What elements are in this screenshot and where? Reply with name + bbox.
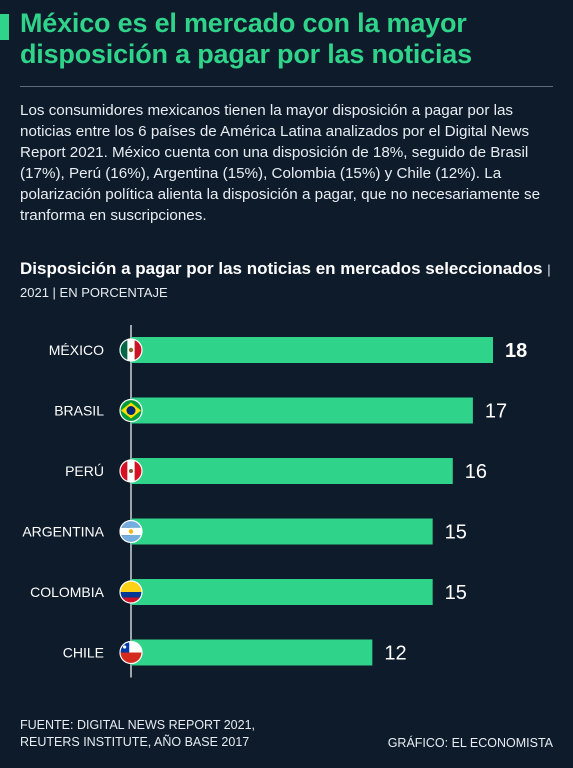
source-line-2: REUTERS INSTITUTE, AÑO BASE 2017 [20, 735, 250, 749]
bar-row: MÉXICO 18 [49, 337, 527, 363]
argentina-flag-bottom [120, 535, 142, 543]
category-label: MÉXICO [49, 342, 104, 358]
category-label: ARGENTINA [22, 524, 104, 540]
bar-row: BRASIL 17 [54, 397, 507, 424]
value-label: 12 [384, 643, 406, 665]
title-divider [20, 86, 553, 87]
intro-paragraph: Los consumidores mexicanos tienen la may… [20, 102, 541, 224]
peru-flag-red-left [120, 460, 128, 482]
peru-flag-emblem [129, 469, 133, 473]
bar-row: PERÚ 16 [65, 458, 487, 484]
chart-title: Disposición a pagar por las noticias en … [20, 259, 543, 278]
argentina-flag-icon [120, 520, 142, 543]
title-accent-bar [0, 14, 9, 40]
chile-flag-icon [120, 641, 142, 664]
colombia-flag-yellow [120, 581, 142, 592]
bar [131, 337, 493, 363]
mexico-flag-emblem [128, 347, 134, 353]
chile-flag-star [123, 645, 127, 649]
argentina-flag-sun [128, 529, 134, 534]
category-label: BRASIL [54, 403, 104, 419]
source-note: FUENTE: DIGITAL NEWS REPORT 2021, REUTER… [20, 717, 340, 751]
brazil-flag-globe [126, 406, 136, 415]
colombia-flag-icon-ring [119, 580, 143, 604]
brazil-flag-icon [120, 399, 142, 422]
value-label: 15 [445, 582, 467, 604]
category-label: COLOMBIA [30, 584, 105, 600]
bar-row: CHILE 12 [63, 639, 407, 666]
value-label: 16 [465, 461, 487, 483]
argentina-flag-top [120, 520, 142, 528]
peru-flag-red-right [134, 460, 142, 482]
bar-row: COLOMBIA 15 [30, 579, 467, 605]
bar [131, 458, 453, 484]
brazil-flag-icon-ring [119, 398, 143, 423]
argentina-flag-icon-ring [119, 519, 143, 544]
chart-subtitle: | 2021 | EN PORCENTAJE [20, 262, 551, 300]
bar [131, 397, 473, 424]
source-line-1: FUENTE: DIGITAL NEWS REPORT 2021, [20, 718, 256, 732]
value-label: 17 [485, 401, 507, 423]
colombia-flag-blue [120, 592, 142, 598]
bar [131, 639, 373, 666]
bar-row: ARGENTINA 15 [22, 518, 467, 545]
mexico-flag-icon [120, 339, 142, 361]
colombia-flag-red [120, 597, 142, 603]
bar [131, 579, 433, 605]
chile-flag-white [120, 641, 142, 653]
colombia-flag-icon [120, 581, 142, 603]
page-title: México es el mercado con la mayor dispos… [20, 8, 472, 69]
category-label: PERÚ [65, 463, 104, 479]
value-label: 15 [445, 522, 467, 544]
value-label: 18 [505, 340, 527, 362]
graphic-credit: GRÁFICO: EL ECONOMISTA [387, 736, 553, 750]
peru-flag-icon-ring [119, 459, 143, 483]
chile-flag-icon-ring [119, 640, 143, 665]
peru-flag-icon [120, 460, 142, 482]
category-label: CHILE [63, 645, 104, 661]
chile-flag-red [120, 652, 142, 664]
mexico-flag-red [134, 339, 142, 361]
chart-title-block: Disposición a pagar por las noticias en … [20, 258, 560, 304]
mexico-flag-green [120, 339, 128, 361]
mexico-flag-icon-ring [119, 338, 143, 362]
bar [131, 518, 433, 545]
